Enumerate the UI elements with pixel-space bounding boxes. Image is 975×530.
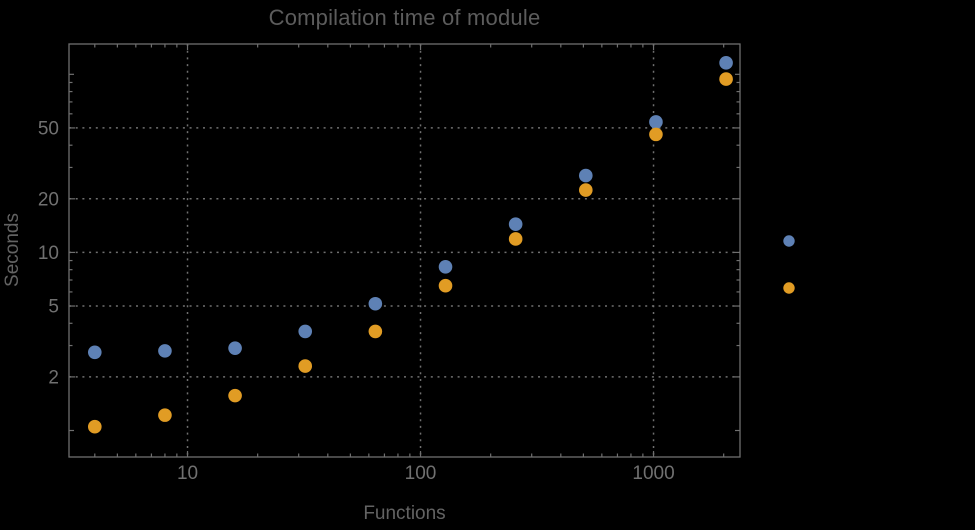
y-tick-label: 20 [38, 189, 59, 210]
y-tick-label: 2 [48, 368, 59, 389]
data-point-series-2 [508, 232, 523, 246]
data-point-series-2 [228, 388, 242, 403]
data-point-series-2 [438, 278, 453, 293]
legend-marker-series-2 [783, 282, 795, 294]
x-tick-label: 10 [177, 463, 198, 484]
data-point-series-2 [298, 359, 313, 373]
x-tick-label: 1000 [632, 463, 674, 484]
chart-title: Compilation time of module [268, 5, 541, 30]
y-tick-label: 50 [38, 119, 59, 140]
data-point-series-1 [438, 260, 453, 274]
data-point-series-1 [719, 56, 733, 70]
data-point-series-2 [368, 324, 383, 339]
y-tick-label: 10 [38, 243, 59, 264]
legend-marker-series-1 [783, 235, 795, 247]
data-point-series-1 [228, 341, 242, 355]
data-point-series-1 [368, 296, 383, 311]
data-point-series-2 [719, 72, 733, 86]
data-point-series-1 [578, 168, 593, 183]
plot-frame [68, 43, 741, 458]
data-point-series-2 [578, 183, 593, 197]
y-tick-label: 5 [48, 297, 59, 318]
data-point-series-1 [649, 115, 663, 129]
data-point-series-2 [158, 408, 172, 422]
data-point-series-1 [158, 344, 172, 358]
data-point-series-2 [649, 127, 663, 142]
data-point-series-1 [508, 217, 523, 232]
data-point-series-1 [298, 324, 313, 339]
data-point-series-2 [87, 419, 102, 434]
x-tick-label: 100 [405, 463, 437, 484]
y-axis-label: Seconds [2, 213, 23, 287]
x-axis-label: Functions [363, 503, 446, 524]
data-point-series-1 [87, 345, 102, 360]
